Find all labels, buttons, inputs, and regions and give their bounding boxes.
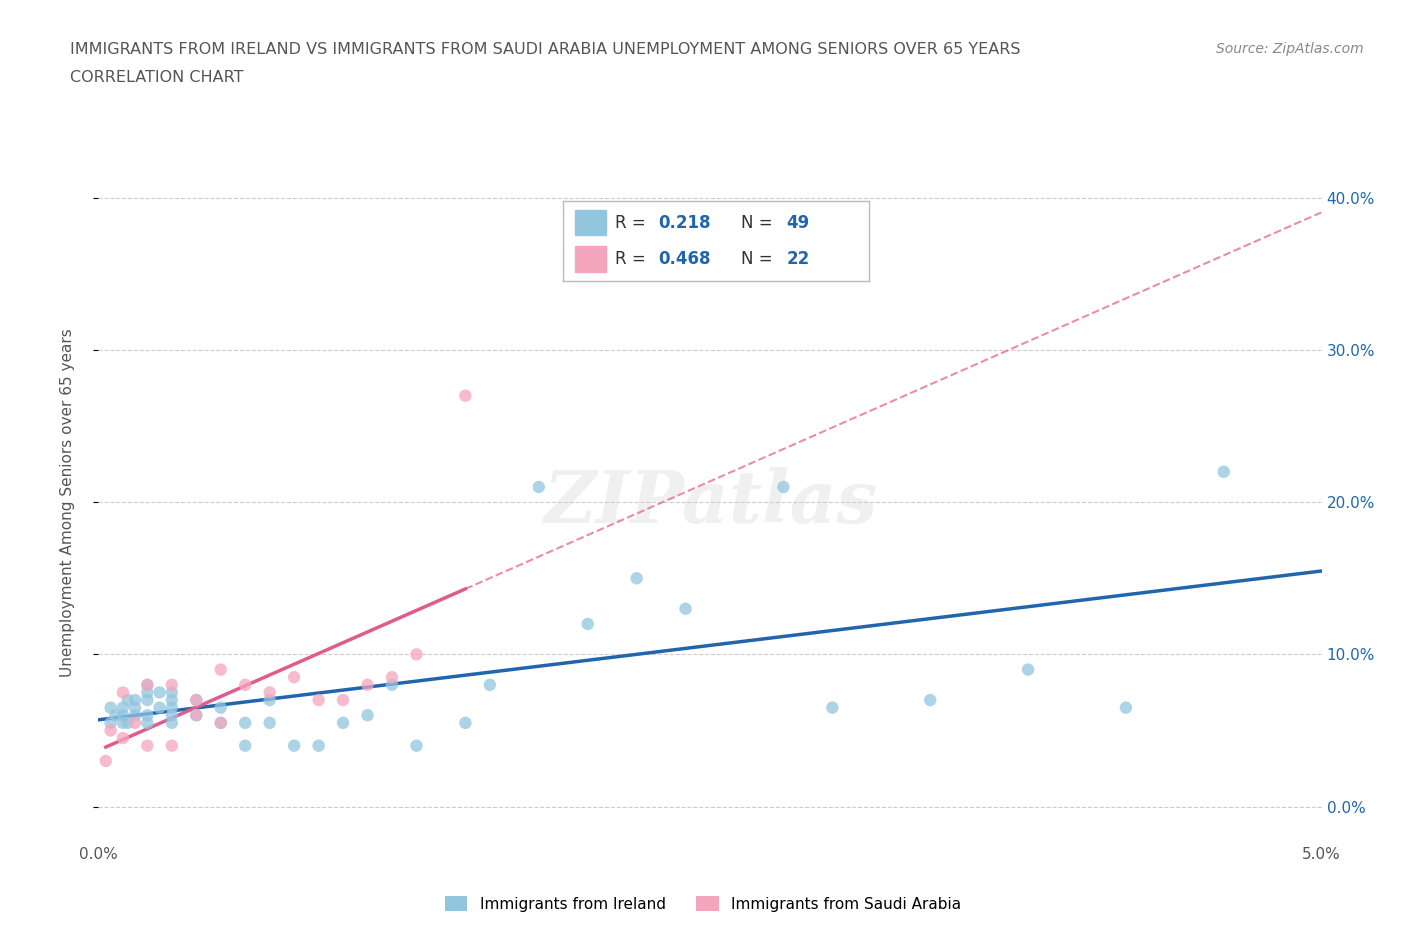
Point <box>259 715 281 730</box>
Point <box>356 677 378 692</box>
Point <box>104 708 127 723</box>
Text: IMMIGRANTS FROM IRELAND VS IMMIGRANTS FROM SAUDI ARABIA UNEMPLOYMENT AMONG SENIO: IMMIGRANTS FROM IRELAND VS IMMIGRANTS FR… <box>70 42 1021 57</box>
Point <box>405 738 427 753</box>
Point <box>332 693 354 708</box>
Point <box>381 670 404 684</box>
Point <box>626 571 648 586</box>
Point <box>111 685 134 700</box>
Point <box>111 700 134 715</box>
Y-axis label: Unemployment Among Seniors over 65 years: Unemployment Among Seniors over 65 years <box>60 328 75 677</box>
Point <box>209 700 232 715</box>
Point <box>111 731 134 746</box>
Point <box>124 715 146 730</box>
Point <box>259 693 281 708</box>
Point <box>149 685 172 700</box>
Point <box>332 715 354 730</box>
Text: ZIPatlas: ZIPatlas <box>543 467 877 538</box>
Point <box>160 693 183 708</box>
Point <box>1115 700 1137 715</box>
Point <box>920 693 942 708</box>
Point <box>772 480 794 495</box>
Point <box>478 677 501 692</box>
Text: R =: R = <box>616 250 645 268</box>
Point <box>149 700 172 715</box>
Text: N =: N = <box>741 214 772 232</box>
Point <box>233 677 256 692</box>
Point <box>136 677 159 692</box>
Point <box>405 647 427 662</box>
Point <box>233 738 256 753</box>
FancyBboxPatch shape <box>575 246 606 272</box>
Point <box>259 685 281 700</box>
Point <box>100 723 122 737</box>
Text: 0.468: 0.468 <box>658 250 710 268</box>
Point <box>186 693 208 708</box>
Point <box>111 708 134 723</box>
Point <box>124 693 146 708</box>
Point <box>821 700 844 715</box>
Text: Source: ZipAtlas.com: Source: ZipAtlas.com <box>1216 42 1364 56</box>
Text: 49: 49 <box>786 214 810 232</box>
Point <box>209 662 232 677</box>
Point <box>160 700 183 715</box>
FancyBboxPatch shape <box>575 210 606 235</box>
Point <box>186 693 208 708</box>
Point <box>136 693 159 708</box>
Point <box>136 708 159 723</box>
Point <box>160 685 183 700</box>
Point <box>209 715 232 730</box>
Point <box>209 715 232 730</box>
Point <box>308 693 330 708</box>
Point <box>94 753 117 768</box>
Point <box>186 708 208 723</box>
Point <box>124 700 146 715</box>
Point <box>100 700 122 715</box>
Text: 22: 22 <box>786 250 810 268</box>
Point <box>454 715 477 730</box>
Point <box>356 708 378 723</box>
Point <box>136 715 159 730</box>
Point <box>136 685 159 700</box>
Point <box>1017 662 1039 677</box>
Text: 0.218: 0.218 <box>658 214 710 232</box>
Point <box>160 677 183 692</box>
Text: CORRELATION CHART: CORRELATION CHART <box>70 70 243 85</box>
Point <box>124 708 146 723</box>
Point <box>160 715 183 730</box>
Point <box>136 677 159 692</box>
Point <box>111 715 134 730</box>
Point <box>675 602 697 617</box>
Text: R =: R = <box>616 214 645 232</box>
Point <box>308 738 330 753</box>
Point <box>186 708 208 723</box>
Point <box>160 738 183 753</box>
Point <box>381 677 404 692</box>
Point <box>233 715 256 730</box>
Legend: Immigrants from Ireland, Immigrants from Saudi Arabia: Immigrants from Ireland, Immigrants from… <box>439 889 967 918</box>
Point <box>1212 464 1234 479</box>
Point <box>117 715 139 730</box>
Point <box>136 738 159 753</box>
Point <box>454 388 477 403</box>
Text: N =: N = <box>741 250 772 268</box>
Point <box>283 670 305 684</box>
Point <box>576 617 599 631</box>
Point <box>160 708 183 723</box>
Point <box>100 715 122 730</box>
Point <box>117 693 139 708</box>
Point <box>527 480 550 495</box>
Point <box>283 738 305 753</box>
